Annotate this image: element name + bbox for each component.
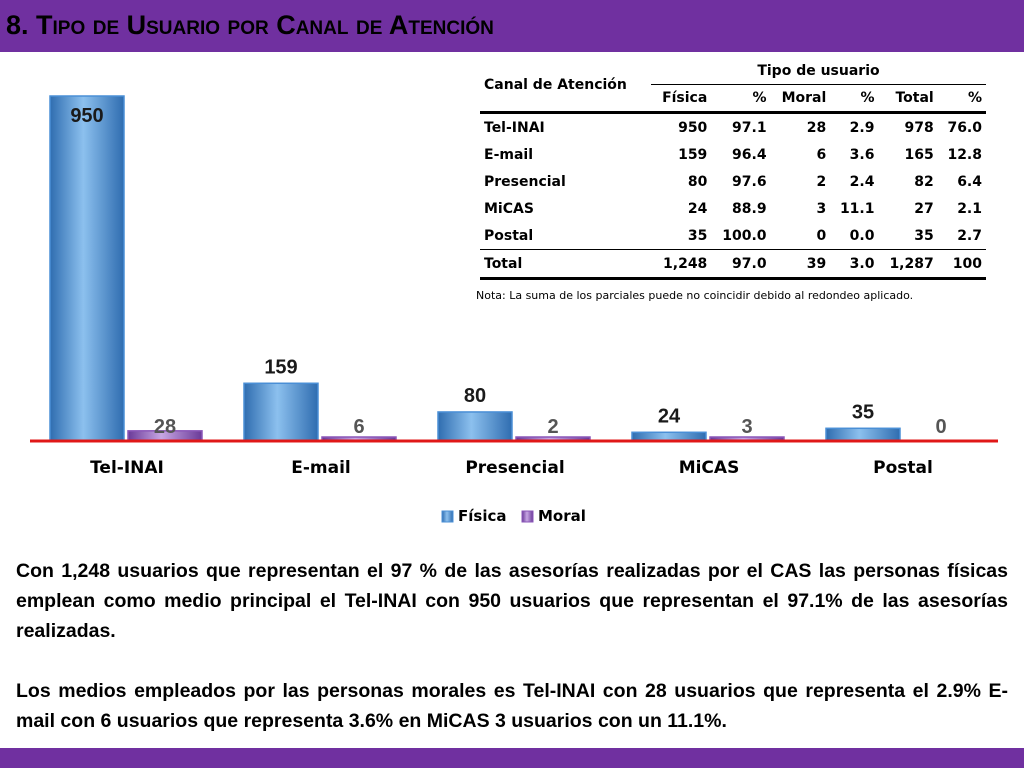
value-label-fisica-tel-inai: 950 bbox=[70, 105, 103, 127]
row-label: E-mail bbox=[484, 146, 534, 163]
cell-fisica-pct: 88.9 bbox=[732, 200, 767, 217]
value-label-fisica-e-mail: 159 bbox=[264, 356, 297, 378]
category-labels-layer: Tel-INAI E-mail Presencial MiCAS Postal bbox=[90, 458, 933, 478]
value-label-moral-e-mail: 6 bbox=[353, 416, 364, 438]
row-label: Total bbox=[480, 249, 651, 280]
cell-moral-pct: 3.6 bbox=[849, 146, 875, 163]
cell-fisica: 950 bbox=[678, 119, 708, 136]
data-table: Canal de Atención Tipo de usuario Física… bbox=[480, 58, 986, 280]
bar-fisica-tel-inai bbox=[49, 95, 125, 442]
row-label: Tel-INAI bbox=[484, 119, 545, 136]
cell-fisica: 159 bbox=[678, 146, 708, 163]
table-note: Nota: La suma de los parciales puede no … bbox=[476, 289, 914, 302]
cell-total: 27 bbox=[914, 200, 934, 217]
category-label-micas: MiCAS bbox=[679, 458, 740, 478]
cell-fisica: 35 bbox=[687, 227, 708, 244]
cell-total: 165 bbox=[904, 146, 934, 163]
table-subheader-row: Física % Moral % Total % bbox=[480, 84, 986, 114]
cell-moral-pct: 2.9 bbox=[849, 119, 875, 136]
value-label-moral-micas: 3 bbox=[741, 416, 752, 438]
cell-moral-pct: 0.0 bbox=[849, 227, 875, 244]
category-label-presencial: Presencial bbox=[465, 458, 564, 478]
cell-total-pct: 12.8 bbox=[947, 146, 982, 163]
cell-fisica: 1,248 bbox=[650, 249, 712, 280]
slide-title: 8. Tipo de Usuario por Canal de Atención bbox=[6, 10, 494, 40]
subheader-total: Total bbox=[878, 84, 938, 114]
table-row: Presencial 80 97.6 2 2.4 82 6.4 bbox=[480, 168, 986, 195]
cell-total: 1,287 bbox=[878, 249, 938, 280]
value-label-moral-postal: 0 bbox=[935, 416, 946, 438]
cell-moral: 0 bbox=[816, 227, 827, 244]
bar-fisica-presencial bbox=[437, 411, 513, 442]
cell-total-pct: 2.1 bbox=[957, 200, 982, 217]
bar-chart: 950 28 159 6 80 2 24 3 35 0 Tel-INAI E-mail Presenc… bbox=[30, 95, 998, 525]
row-label: Presencial bbox=[484, 173, 566, 190]
cell-fisica: 80 bbox=[687, 173, 708, 190]
subheader-fisica-pct: % bbox=[711, 84, 771, 114]
summary-text: Con 1,248 usuarios que representan el 97… bbox=[16, 556, 1008, 736]
cell-moral: 2 bbox=[816, 173, 827, 190]
subheader-fisica: Física bbox=[650, 84, 712, 114]
row-label: Postal bbox=[484, 227, 534, 244]
bar-fisica-e-mail bbox=[243, 382, 319, 442]
value-labels-layer: 950 28 159 6 80 2 24 3 35 0 bbox=[70, 105, 946, 438]
table-header-row: Canal de Atención Tipo de usuario bbox=[480, 58, 986, 114]
table-row: Postal 35 100.0 0 0.0 35 2.7 bbox=[480, 222, 986, 250]
footer-bar bbox=[0, 748, 1024, 768]
cell-fisica-pct: 97.0 bbox=[711, 249, 771, 280]
cell-moral-pct: 2.4 bbox=[849, 173, 875, 190]
cell-fisica: 24 bbox=[687, 200, 708, 217]
table-row: MiCAS 24 88.9 3 11.1 27 2.1 bbox=[480, 195, 986, 222]
value-label-fisica-micas: 24 bbox=[658, 405, 681, 427]
cell-total: 82 bbox=[914, 173, 934, 190]
value-label-moral-presencial: 2 bbox=[547, 416, 558, 438]
channel-header: Canal de Atención bbox=[480, 58, 651, 114]
bars-layer bbox=[49, 95, 901, 442]
subheader-moral-pct: % bbox=[830, 84, 879, 114]
cell-total: 978 bbox=[904, 119, 934, 136]
cell-fisica-pct: 97.6 bbox=[732, 173, 767, 190]
row-label: MiCAS bbox=[484, 200, 534, 217]
cell-total-pct: 76.0 bbox=[947, 119, 982, 136]
cell-moral: 39 bbox=[770, 249, 831, 280]
legend-swatch-moral bbox=[521, 510, 534, 523]
category-label-postal: Postal bbox=[873, 458, 933, 478]
cell-fisica-pct: 97.1 bbox=[732, 119, 767, 136]
legend-swatch-fisica bbox=[441, 510, 454, 523]
cell-fisica-pct: 96.4 bbox=[732, 146, 767, 163]
subheader-total-pct: % bbox=[937, 84, 986, 114]
cell-moral: 28 bbox=[806, 119, 827, 136]
cell-total-pct: 2.7 bbox=[957, 227, 982, 244]
cell-moral: 6 bbox=[816, 146, 827, 163]
table-row: E-mail 159 96.4 6 3.6 165 12.8 bbox=[480, 141, 986, 168]
subheader-moral: Moral bbox=[770, 84, 831, 114]
cell-total-pct: 6.4 bbox=[957, 173, 982, 190]
value-label-moral-tel-inai: 28 bbox=[154, 416, 176, 438]
summary-paragraph-fisica: Con 1,248 usuarios que representan el 97… bbox=[16, 560, 1008, 642]
table-row: Tel-INAI 950 97.1 28 2.9 978 76.0 bbox=[480, 113, 986, 142]
category-label-e-mail: E-mail bbox=[291, 458, 351, 478]
title-bar: 8. Tipo de Usuario por Canal de Atención bbox=[0, 0, 1024, 52]
table-total-row: Total 1,248 97.0 39 3.0 1,287 100 bbox=[480, 249, 986, 280]
bar-fisica-postal bbox=[825, 427, 901, 442]
chart-legend: Física Moral bbox=[441, 507, 586, 525]
legend-label-moral: Moral bbox=[538, 507, 586, 525]
cell-total-pct: 100 bbox=[937, 249, 986, 280]
table-body: Tel-INAI 950 97.1 28 2.9 978 76.0 E-mail 159 96.4… bbox=[480, 113, 986, 280]
value-label-fisica-postal: 35 bbox=[852, 401, 874, 423]
cell-total: 35 bbox=[914, 227, 934, 244]
legend-label-fisica: Física bbox=[458, 507, 506, 525]
cell-moral-pct: 11.1 bbox=[839, 200, 875, 217]
cell-fisica-pct: 100.0 bbox=[722, 227, 767, 244]
cell-moral-pct: 3.0 bbox=[830, 249, 879, 280]
value-label-fisica-presencial: 80 bbox=[464, 385, 486, 407]
cell-moral: 3 bbox=[816, 200, 827, 217]
summary-paragraph-moral: Los medios empleados por las personas mo… bbox=[16, 680, 1008, 732]
user-type-header: Tipo de usuario bbox=[650, 58, 986, 85]
category-label-tel-inai: Tel-INAI bbox=[90, 458, 164, 478]
